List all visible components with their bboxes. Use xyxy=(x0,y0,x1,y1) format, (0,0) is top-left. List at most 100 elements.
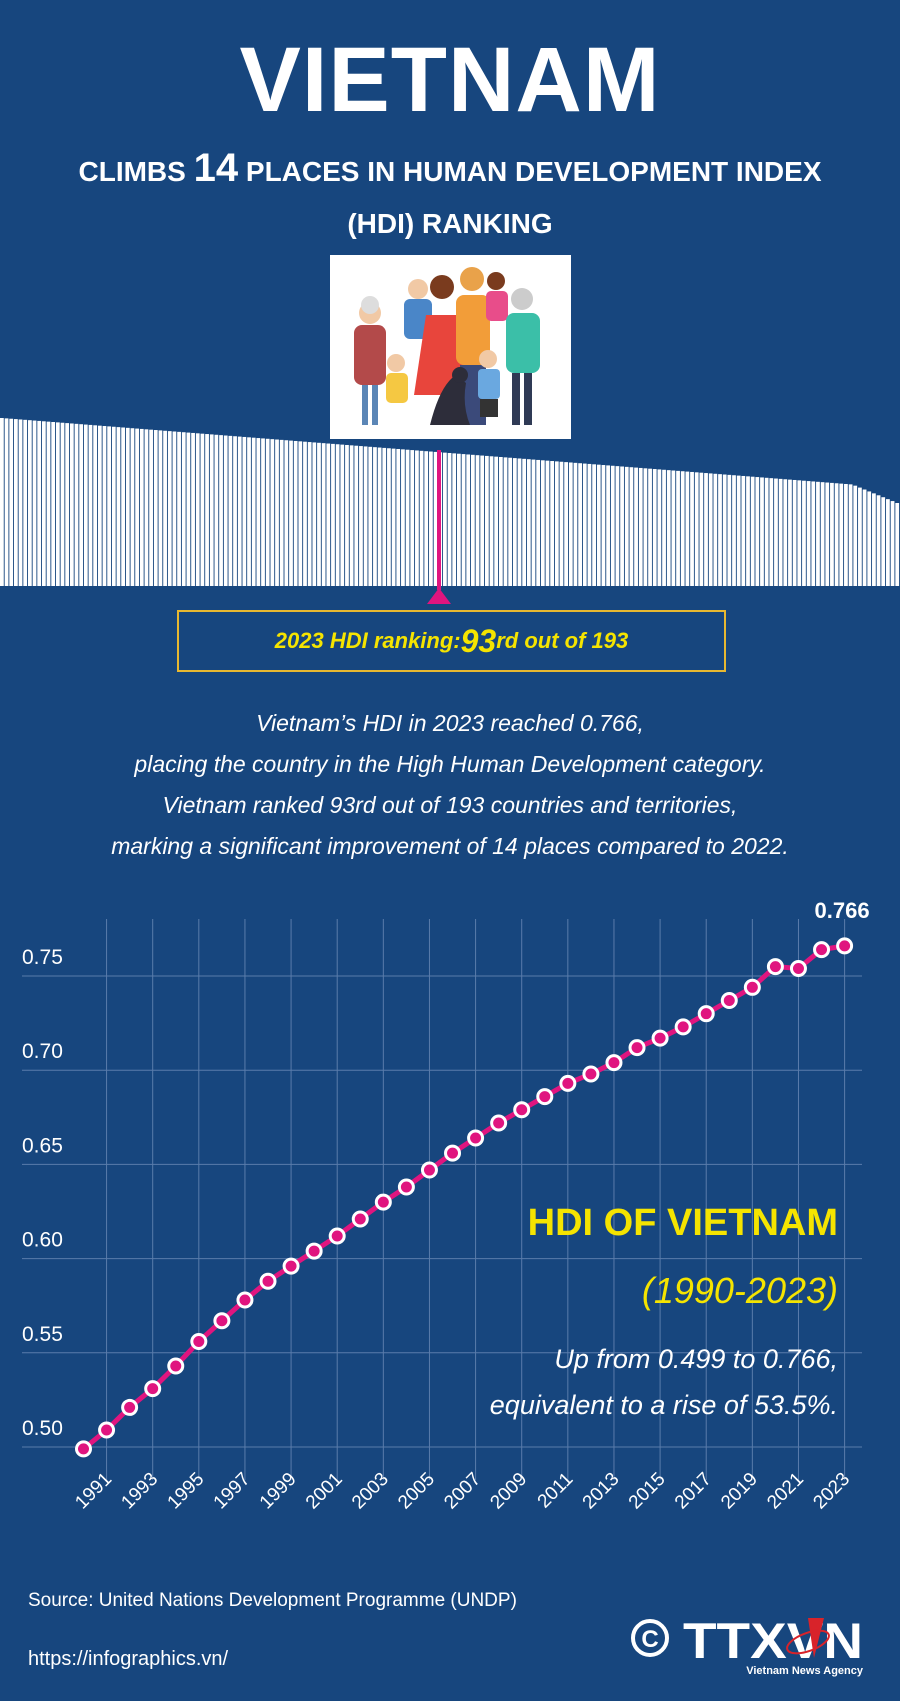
country-bar xyxy=(200,433,205,586)
country-bar xyxy=(410,450,415,586)
country-bar xyxy=(694,472,699,586)
country-bar xyxy=(517,458,522,586)
chart-note: Up from 0.499 to 0.766, xyxy=(554,1344,838,1374)
data-point xyxy=(374,1193,392,1211)
country-bar xyxy=(23,419,28,586)
data-point xyxy=(697,1005,715,1023)
country-bar xyxy=(830,482,834,586)
data-point xyxy=(789,959,807,977)
country-bar xyxy=(582,463,587,586)
country-bar xyxy=(214,434,219,586)
ttxvn-logo: C TTXVN Vietnam News Agency xyxy=(628,1608,868,1683)
country-bar xyxy=(657,469,662,586)
country-bar xyxy=(433,451,438,586)
country-bar xyxy=(293,440,298,586)
description-line: marking a significant improvement of 14 … xyxy=(111,833,789,859)
subtitle-post: PLACES IN HUMAN DEVELOPMENT INDEX xyxy=(238,156,822,187)
country-bar xyxy=(340,444,345,586)
country-bar xyxy=(251,437,256,586)
country-bar xyxy=(387,448,391,586)
country-bar xyxy=(284,440,289,586)
copyright-icon xyxy=(631,1619,669,1657)
data-point xyxy=(490,1114,508,1132)
country-bar xyxy=(195,433,200,586)
subtitle-line2: (HDI) RANKING xyxy=(347,208,553,239)
x-tick-label: 1999 xyxy=(256,1469,301,1514)
x-tick-label: 2019 xyxy=(717,1469,762,1514)
country-bar xyxy=(107,426,112,586)
country-bar xyxy=(554,461,559,586)
source-url[interactable]: https://infographics.vn/ xyxy=(28,1648,229,1670)
country-bar xyxy=(666,470,671,586)
country-bar xyxy=(83,424,88,586)
country-bar xyxy=(671,470,676,586)
data-point xyxy=(513,1101,531,1119)
country-bar xyxy=(32,420,37,586)
country-bar xyxy=(27,420,32,586)
country-bar xyxy=(172,431,177,586)
description-line: Vietnam ranked 93rd out of 193 countries… xyxy=(162,792,738,818)
data-point xyxy=(720,991,738,1009)
x-tick-label: 2023 xyxy=(809,1469,854,1514)
country-bar xyxy=(573,462,578,586)
family-figures xyxy=(354,267,540,425)
data-point xyxy=(213,1312,231,1330)
chart-note: equivalent to a rise of 53.5%. xyxy=(489,1390,838,1420)
country-bar xyxy=(130,428,135,586)
country-bar xyxy=(69,423,74,586)
country-bar xyxy=(9,418,14,586)
country-bar xyxy=(676,470,680,586)
country-bar xyxy=(345,444,349,586)
country-bar xyxy=(564,462,569,586)
country-bar xyxy=(615,466,620,586)
data-point xyxy=(98,1421,116,1439)
country-bar xyxy=(872,493,876,586)
hdi-line xyxy=(81,943,846,1451)
country-bar xyxy=(848,484,853,586)
country-bar xyxy=(760,477,764,586)
country-bar xyxy=(359,446,363,586)
data-point xyxy=(628,1039,646,1057)
y-tick-label: 0.65 xyxy=(22,1134,63,1157)
country-bar xyxy=(181,432,186,586)
x-tick-label: 2013 xyxy=(579,1469,624,1514)
country-bar xyxy=(396,448,401,586)
country-bar xyxy=(704,473,708,586)
svg-text:TTXVN: TTXVN xyxy=(683,1613,863,1669)
country-bar xyxy=(391,448,396,586)
country-bar xyxy=(55,422,60,586)
country-bar xyxy=(606,465,610,586)
country-bar xyxy=(811,481,816,586)
x-tick-label: 2015 xyxy=(625,1469,670,1514)
country-bar xyxy=(806,481,811,586)
source-text: Source: United Nations Development Progr… xyxy=(28,1590,517,1611)
x-tick-label: 2011 xyxy=(534,1469,578,1513)
page-title: VIETNAM xyxy=(239,29,661,131)
country-bar xyxy=(685,471,690,586)
country-bar xyxy=(242,436,247,586)
country-bar xyxy=(219,435,223,586)
country-bar xyxy=(153,430,158,586)
country-bar xyxy=(303,441,307,586)
country-bar xyxy=(79,424,84,586)
country-bar xyxy=(139,428,144,586)
country-bar xyxy=(331,443,335,586)
country-bar xyxy=(778,478,783,586)
subtitle: CLIMBS 14 PLACES IN HUMAN DEVELOPMENT IN… xyxy=(0,146,900,191)
ranking-label: 2023 HDI ranking: xyxy=(274,628,461,653)
country-bar xyxy=(788,479,792,586)
country-bar xyxy=(424,451,429,586)
country-bar xyxy=(0,418,4,586)
country-bar xyxy=(680,471,685,586)
country-bar xyxy=(713,473,718,586)
country-bar xyxy=(480,455,485,586)
x-tick-label: 2009 xyxy=(486,1469,531,1514)
country-bar xyxy=(498,457,503,586)
data-point xyxy=(743,978,761,996)
country-bar xyxy=(886,499,890,586)
country-bar xyxy=(867,491,872,586)
chart-subtitle: (1990-2023) xyxy=(641,1270,838,1311)
country-bar xyxy=(531,459,536,586)
country-bar xyxy=(349,445,354,586)
country-bar xyxy=(443,452,447,586)
